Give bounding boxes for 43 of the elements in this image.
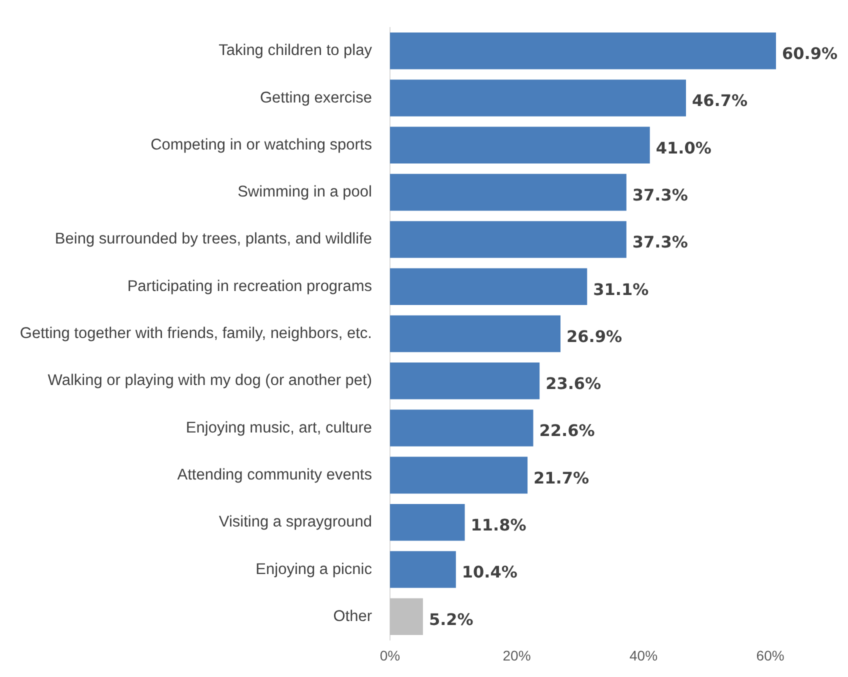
bar	[390, 174, 626, 211]
data-label: 5.2%	[428, 610, 474, 629]
data-label: 60.9%	[782, 44, 838, 64]
data-label: 41.0%	[656, 138, 712, 158]
bar	[390, 315, 560, 352]
data-label: 37.3%	[632, 232, 688, 252]
y-tick-label: Getting exercise	[260, 89, 372, 106]
x-tick-label: 40%	[630, 647, 658, 664]
y-tick-label: Taking children to play	[218, 42, 372, 60]
y-tick-label: Attending community events	[177, 466, 372, 484]
data-label: 46.7%	[692, 91, 748, 110]
y-tick-label: Getting together with friends, family, neighbors, etc.	[20, 325, 372, 342]
data-label: 23.6%	[546, 374, 602, 394]
bar	[390, 80, 686, 116]
bar	[390, 362, 540, 400]
data-label: 37.3%	[632, 185, 688, 204]
bar	[390, 221, 626, 258]
y-tick-label: Competing in or watching sports	[150, 136, 372, 154]
data-label: 22.6%	[539, 421, 595, 440]
y-tick-label: Walking or playing with my dog (or another pet)	[48, 372, 372, 390]
bar	[390, 410, 534, 446]
y-tick-label: Swimming in a pool	[238, 184, 372, 201]
y-tick-label: Being surrounded by trees, plants, and wildlife	[54, 230, 372, 248]
bar	[390, 456, 528, 494]
bar	[390, 504, 465, 541]
y-tick-label: Enjoying a picnic	[256, 560, 372, 578]
y-tick-label: Other	[333, 608, 372, 625]
data-label: 26.9%	[566, 326, 622, 346]
bar	[390, 598, 423, 636]
bar	[390, 268, 588, 305]
data-label: 21.7%	[534, 468, 590, 488]
data-label: 31.1%	[593, 280, 649, 299]
x-tick-label: 60%	[756, 647, 784, 664]
y-tick-label: Visiting a sprayground	[218, 514, 372, 531]
data-label: 10.4%	[462, 562, 518, 582]
y-tick-label: Participating in recreation programs	[127, 278, 372, 295]
bar	[390, 551, 456, 588]
x-tick-label: 20%	[502, 647, 531, 664]
y-tick-label: Enjoying music, art, culture	[186, 419, 372, 436]
x-tick-label: 0%	[380, 647, 400, 664]
data-label: 11.8%	[470, 515, 526, 534]
bar	[390, 126, 650, 164]
bar	[390, 32, 776, 70]
